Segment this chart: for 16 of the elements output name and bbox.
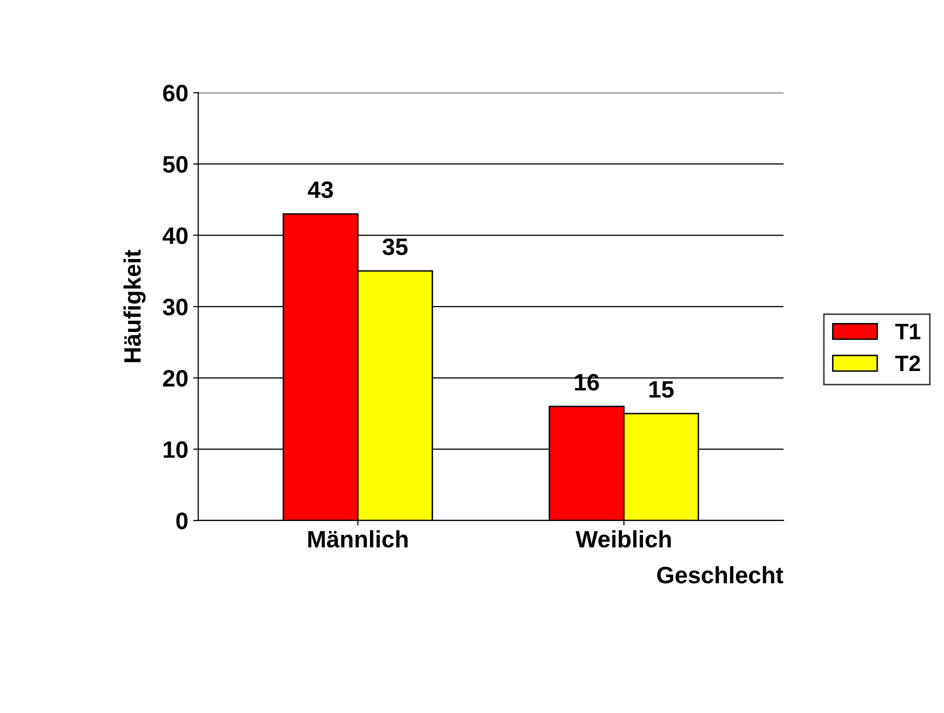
- legend-label: T1: [895, 324, 920, 340]
- x-axis-title: Geschlecht: [657, 566, 784, 584]
- y-tick-label: 0: [176, 512, 188, 530]
- y-tick-label: 10: [164, 441, 188, 458]
- y-tick-label: 50: [162, 156, 188, 173]
- x-tick-label: Männlich: [308, 530, 408, 548]
- y-tick-label: 40: [162, 227, 188, 244]
- y-tick-label: 20: [163, 370, 188, 387]
- legend-label: T2: [895, 356, 920, 372]
- x-tick-label: Weiblich: [576, 530, 671, 548]
- y-tick-label: 30: [162, 298, 188, 316]
- data-label: 35: [382, 238, 408, 256]
- data-label: 15: [650, 381, 674, 398]
- data-label: 43: [308, 181, 333, 198]
- y-axis-title: Häufigkeit: [123, 250, 146, 362]
- y-tick-label: 60: [163, 84, 188, 102]
